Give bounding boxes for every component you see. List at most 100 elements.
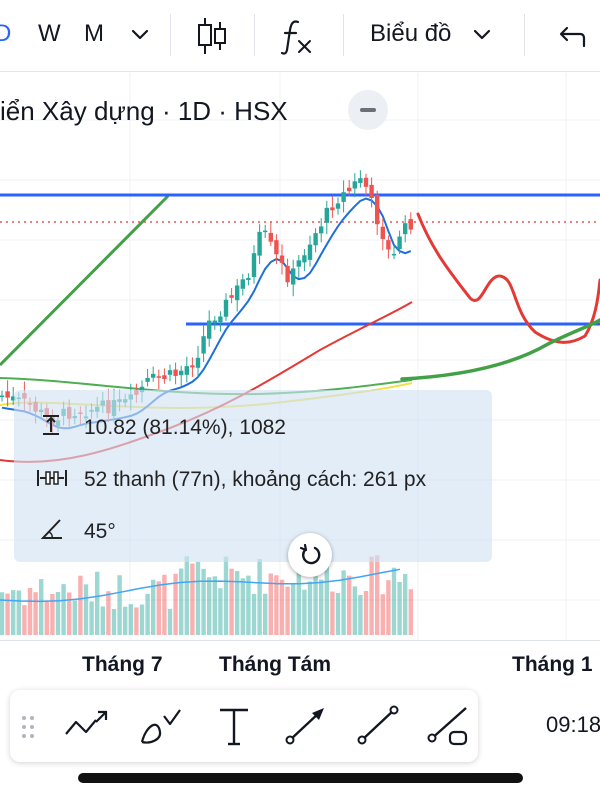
- candle-body: [313, 233, 318, 246]
- candle-body: [246, 277, 251, 281]
- home-indicator[interactable]: [78, 773, 523, 783]
- candle-body: [358, 178, 363, 183]
- volume-bar: [257, 558, 262, 635]
- extended-line-tool-icon[interactable]: [424, 704, 472, 748]
- volume-bar: [229, 568, 234, 635]
- candle-body: [156, 376, 161, 378]
- volume-bar: [207, 577, 212, 635]
- volume-bar: [330, 591, 335, 635]
- candle-body: [223, 299, 229, 317]
- volume-bar: [55, 591, 61, 635]
- volume-bar: [268, 573, 273, 635]
- undo-icon[interactable]: [554, 24, 586, 48]
- volume-bars: [0, 555, 413, 635]
- toolbar-divider: [343, 14, 344, 56]
- collapse-legend-button[interactable]: [348, 90, 388, 130]
- candle-body: [257, 231, 262, 256]
- candle-body: [375, 194, 380, 225]
- volume-bar: [67, 592, 72, 635]
- chart-type-button[interactable]: Biểu đồ: [370, 20, 452, 47]
- volume-bar: [363, 591, 369, 635]
- price-range-icon: [43, 415, 59, 435]
- symbol-legend[interactable]: iển Xây dựng · 1D · HSX: [0, 96, 288, 126]
- volume-bar: [369, 556, 374, 635]
- volume-bar: [246, 575, 251, 635]
- trend-line-tool-icon[interactable]: [354, 704, 402, 748]
- volume-bar: [162, 574, 167, 635]
- clock-text: 09:18: [546, 712, 600, 737]
- volume-bar: [27, 587, 33, 635]
- candle-body: [251, 253, 257, 277]
- volume-bar: [89, 601, 94, 635]
- candle-body: [195, 357, 201, 368]
- trend-angle-tool-icon[interactable]: [62, 704, 110, 748]
- reset-measure-button[interactable]: [288, 533, 332, 577]
- toolbar-divider: [170, 14, 171, 56]
- candle-body: [274, 240, 279, 255]
- volume-bar: [251, 593, 257, 635]
- candle-body: [324, 207, 329, 223]
- volume-bar: [274, 575, 279, 635]
- indicators-fx-icon[interactable]: [280, 16, 316, 56]
- candle-body: [229, 295, 234, 298]
- candle-body: [173, 369, 178, 376]
- candle-body: [268, 232, 273, 242]
- volume-bar: [403, 573, 408, 635]
- volume-bar: [375, 555, 380, 635]
- candle-body: [285, 265, 290, 283]
- projection-curve-red[interactable]: [416, 212, 600, 344]
- time-label: Tháng 7: [82, 653, 163, 676]
- chevron-down-icon[interactable]: [130, 28, 150, 42]
- candle-body: [352, 181, 357, 189]
- toolbar-divider: [254, 14, 255, 56]
- volume-bar: [335, 592, 341, 635]
- volume-bar: [117, 575, 122, 635]
- time-label: Tháng 1: [512, 653, 593, 676]
- candle-body: [235, 285, 240, 301]
- candle-body: [363, 177, 369, 187]
- arrow-tool-icon[interactable]: [282, 704, 330, 748]
- candle-body: [291, 268, 296, 285]
- candle-body: [335, 203, 341, 209]
- interval-day-button[interactable]: D: [0, 20, 12, 47]
- candle-body: [319, 226, 324, 234]
- volume-bar: [291, 583, 296, 635]
- volume-bar: [296, 570, 301, 635]
- chevron-down-icon[interactable]: [472, 28, 492, 42]
- candle-body: [307, 244, 313, 260]
- candle-body: [184, 366, 189, 375]
- measure-tooltip: 10.82 (81.14%), 1082 52 thanh (77n), kho…: [14, 390, 492, 562]
- candle-body: [330, 207, 335, 211]
- trend-line-green[interactable]: [0, 194, 170, 367]
- interval-week-button[interactable]: W: [38, 20, 61, 47]
- volume-bar: [397, 581, 402, 635]
- volume-bar: [44, 600, 49, 635]
- time-axis[interactable]: Tháng 7 Tháng Tám Tháng 1: [0, 640, 600, 686]
- interval-month-button[interactable]: M: [84, 20, 104, 47]
- candle-body: [403, 223, 408, 235]
- candle-body: [207, 320, 212, 339]
- candlestick-icon[interactable]: [196, 16, 228, 56]
- volume-bar: [50, 593, 55, 635]
- volume-bar: [156, 581, 161, 635]
- candle-body: [263, 230, 268, 233]
- volume-bar: [39, 579, 44, 635]
- price-change-text: 10.82 (81.14%), 1082: [84, 416, 286, 439]
- candle-body: [240, 279, 245, 289]
- volume-bar: [324, 564, 329, 635]
- volume-bar: [72, 600, 77, 635]
- top-toolbar: D W M Biểu đồ: [0, 0, 600, 72]
- candle-body: [167, 370, 173, 375]
- volume-bar: [240, 578, 245, 635]
- candle-body: [302, 255, 307, 263]
- volume-bar: [391, 567, 397, 635]
- text-tool-icon[interactable]: [210, 704, 258, 748]
- volume-bar: [33, 592, 38, 635]
- drag-handle-icon[interactable]: [20, 714, 36, 740]
- projection-curve-green[interactable]: [400, 318, 600, 381]
- volume-bar: [100, 606, 105, 635]
- volume-bar: [279, 579, 285, 635]
- curve-tool-icon[interactable]: [136, 704, 184, 748]
- bars-distance-text: 52 thanh (77n), khoảng cách: 261 px: [84, 468, 427, 491]
- volume-bar: [195, 561, 201, 635]
